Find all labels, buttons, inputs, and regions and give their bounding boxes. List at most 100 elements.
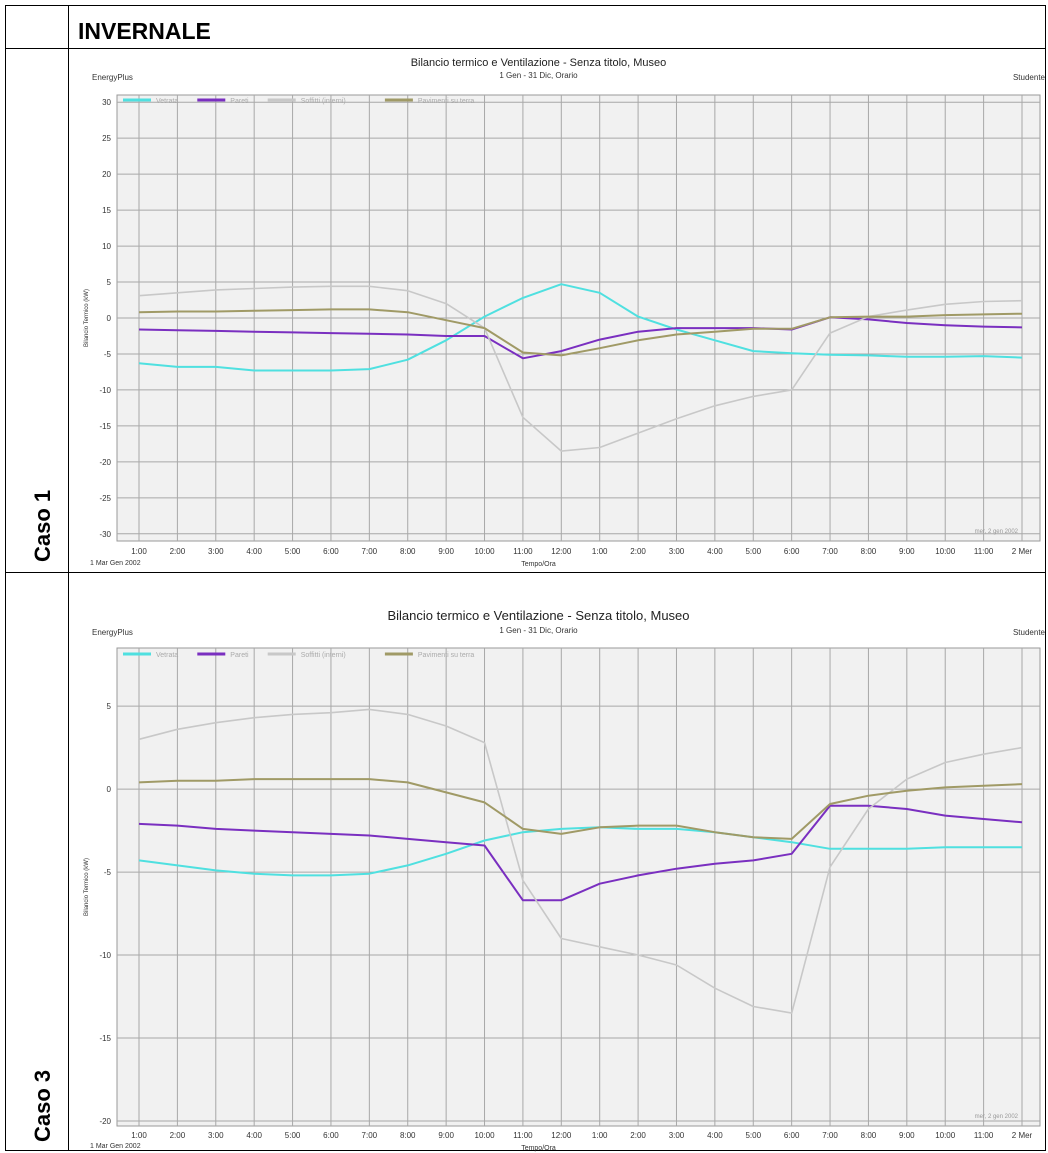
x-axis-label: Tempo/Ora [521, 561, 556, 568]
y-tick-label: -5 [104, 350, 112, 359]
x-tick-label: 9:00 [438, 1131, 454, 1140]
x-tick-label: 6:00 [323, 547, 339, 556]
plot-area [116, 647, 1041, 1127]
y-tick-label: 5 [107, 278, 112, 287]
x-tick-label: 11:00 [974, 547, 994, 556]
y-tick-label: 20 [102, 170, 111, 179]
x-tick-label: 3:00 [208, 547, 224, 556]
x-tick-label: 12:00 [551, 547, 572, 556]
x-tick-label: 6:00 [784, 1131, 800, 1140]
energyplus-tag: EnergyPlus [92, 628, 133, 637]
x-tick-label: 9:00 [438, 547, 454, 556]
x-tick-label: 6:00 [323, 1131, 339, 1140]
y-tick-label: -10 [99, 951, 111, 960]
x-tick-label: 10:00 [475, 547, 496, 556]
x-tick-label: 10:00 [935, 1131, 956, 1140]
y-tick-label: 10 [102, 242, 111, 251]
x-tick-label: 6:00 [784, 547, 800, 556]
energyplus-tag: EnergyPlus [92, 73, 133, 82]
legend-label: Pavimenti su terra [418, 652, 475, 659]
x-tick-label: 2:00 [630, 1131, 646, 1140]
x-tick-label: 7:00 [822, 547, 838, 556]
series-line-pavimenti-su-terra [138, 778, 1023, 840]
y-tick-label: -20 [99, 458, 111, 467]
legend-label: Soffitti (interni) [301, 98, 346, 105]
y-tick-label: -25 [99, 494, 111, 503]
x-tick-label: 3:00 [208, 1131, 224, 1140]
y-tick-label: -30 [99, 530, 111, 539]
chart-subtitle: 1 Gen - 31 Dic, Orario [499, 626, 578, 635]
series-line-soffitti-interni [138, 285, 1023, 452]
x-tick-label: 9:00 [899, 1131, 915, 1140]
x-tick-label: 12:00 [551, 1131, 572, 1140]
x-tick-label: 8:00 [400, 547, 416, 556]
user-tag: Studente [1013, 628, 1046, 637]
x-tick-label: 8:00 [861, 1131, 877, 1140]
series-line-pareti [138, 804, 1023, 902]
x-tick-label: 2:00 [170, 1131, 186, 1140]
y-tick-label: -10 [99, 386, 111, 395]
x-tick-label: 10:00 [935, 547, 956, 556]
x-tick-label: 2:00 [630, 547, 646, 556]
x-axis-label: Tempo/Ora [521, 1145, 556, 1152]
x-tick-label: 11:00 [513, 547, 533, 556]
legend-label: Vetrata [156, 98, 178, 105]
x-tick-label: 5:00 [745, 547, 761, 556]
x-tick-label: 3:00 [669, 547, 685, 556]
x-tick-label: 7:00 [362, 1131, 378, 1140]
series-line-soffitti-interni [138, 708, 1023, 1014]
x-tick-label: 7:00 [822, 1131, 838, 1140]
date-label: 1 Mar Gen 2002 [90, 1143, 141, 1150]
y-tick-label: 15 [102, 206, 111, 215]
user-tag: Studente [1013, 73, 1046, 82]
y-axis-label: Bilancio Termico (kW) [84, 858, 90, 916]
series-line-pavimenti-su-terra [138, 308, 1023, 357]
timestamp-watermark: mer, 2 gen 2002 [975, 1114, 1019, 1120]
x-tick-label: 5:00 [285, 1131, 301, 1140]
x-tick-label: 4:00 [707, 547, 723, 556]
chart-title: Bilancio termico e Ventilazione - Senza … [411, 57, 667, 69]
timestamp-watermark: mer, 2 gen 2002 [975, 529, 1019, 535]
x-tick-label: 11:00 [513, 1131, 533, 1140]
x-tick-label: 1:00 [131, 547, 147, 556]
page-title: INVERNALE [78, 18, 211, 44]
chart-subtitle: 1 Gen - 31 Dic, Orario [499, 71, 578, 80]
x-tick-label: 3:00 [669, 1131, 685, 1140]
x-tick-label: 4:00 [707, 1131, 723, 1140]
y-tick-label: -15 [99, 1034, 111, 1043]
x-tick-label: 2 Mer [1012, 547, 1033, 556]
legend-label: Pareti [230, 98, 249, 105]
y-tick-label: -20 [99, 1117, 111, 1126]
x-tick-label: 7:00 [362, 547, 378, 556]
row-divider [5, 572, 1046, 573]
y-tick-label: -15 [99, 422, 111, 431]
x-tick-label: 11:00 [974, 1131, 994, 1140]
x-tick-label: 2:00 [170, 547, 186, 556]
y-tick-label: 5 [107, 702, 112, 711]
series-line-pareti [138, 316, 1023, 360]
x-tick-label: 1:00 [592, 1131, 608, 1140]
table-frame [5, 5, 1046, 1151]
series-line-vetrata [138, 826, 1022, 877]
y-tick-label: 25 [102, 134, 111, 143]
x-tick-label: 9:00 [899, 547, 915, 556]
x-tick-label: 8:00 [861, 547, 877, 556]
x-tick-label: 5:00 [285, 547, 301, 556]
legend-label: Soffitti (interni) [301, 652, 346, 659]
y-tick-label: 30 [102, 98, 111, 107]
column-divider [68, 5, 69, 1151]
x-tick-label: 4:00 [246, 547, 262, 556]
series-line-vetrata [138, 283, 1023, 372]
x-tick-label: 10:00 [475, 1131, 496, 1140]
x-tick-label: 1:00 [131, 1131, 147, 1140]
legend-label: Vetrata [156, 652, 178, 659]
y-tick-label: -5 [104, 868, 112, 877]
x-tick-label: 2 Mer [1012, 1131, 1033, 1140]
date-label: 1 Mar Gen 2002 [90, 560, 141, 567]
legend-label: Pavimenti su terra [418, 98, 475, 105]
x-tick-label: 5:00 [745, 1131, 761, 1140]
y-axis-label: Bilancio Termico (kW) [84, 289, 90, 347]
header-divider [5, 48, 1046, 49]
